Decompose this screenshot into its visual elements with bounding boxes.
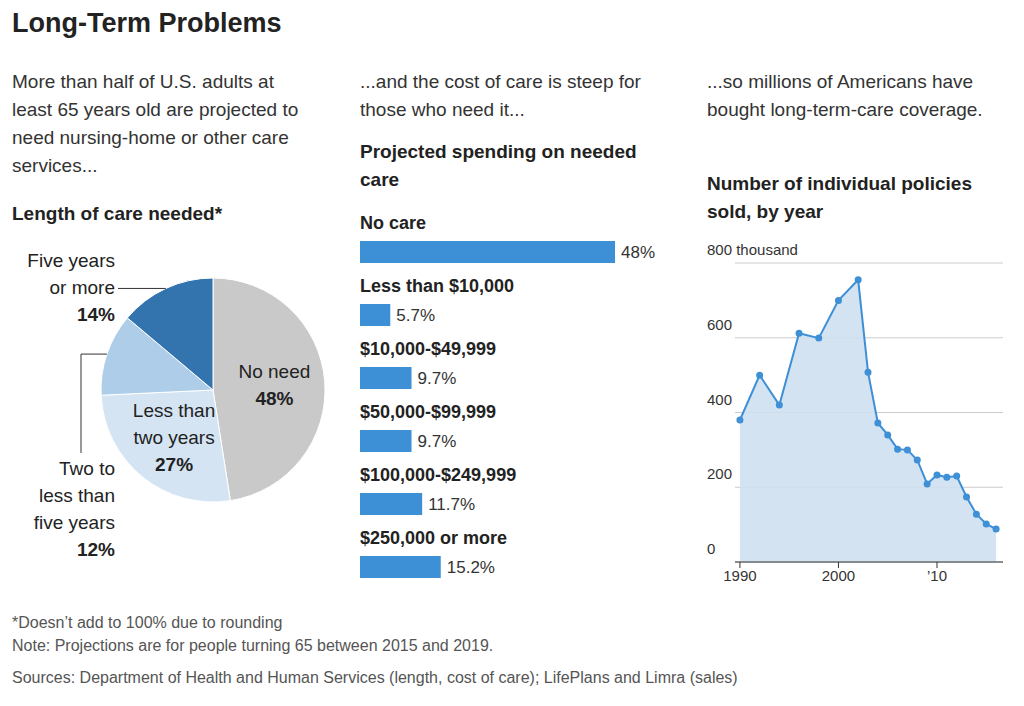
svg-text:9.7%: 9.7% [418, 432, 457, 451]
svg-text:2000: 2000 [822, 567, 855, 584]
svg-text:Less thantwo years27%: Less thantwo years27% [133, 400, 215, 475]
html-text:Number of individual policies: Number of individual policies sold, by y… [707, 173, 972, 222]
svg-text:800 thousand: 800 thousand [707, 241, 798, 258]
svg-text:$100,000-$249,999: $100,000-$249,999 [360, 465, 516, 485]
svg-text:200: 200 [707, 465, 732, 482]
svg-text:1990: 1990 [723, 567, 756, 584]
svg-text:9.7%: 9.7% [418, 369, 457, 388]
svg-text:$250,000 or more: $250,000 or more [360, 528, 507, 548]
svg-text:11.7%: 11.7% [428, 495, 475, 514]
svg-text:No need48%: No need48% [238, 361, 310, 409]
html-text:Length of care needed*: Length of care needed* [12, 203, 223, 224]
svg-text:$10,000-$49,999: $10,000-$49,999 [360, 339, 496, 359]
svg-text:Five yearsor more14%: Five yearsor more14% [27, 250, 115, 325]
svg-text:15.2%: 15.2% [447, 558, 495, 577]
svg-text:48%: 48% [621, 243, 655, 262]
html-text:Sources: Department of Health: Sources: Department of Health and Human … [12, 669, 738, 686]
html-text:Projected spending on needed c: Projected spending on needed care [360, 141, 637, 190]
svg-text:No care: No care [360, 213, 426, 233]
html-text:More than half of U.S. adults: More than half of U.S. adults at least 6… [12, 71, 299, 176]
svg-text:5.7%: 5.7% [396, 306, 435, 325]
svg-text:400: 400 [707, 391, 732, 408]
svg-text:600: 600 [707, 316, 732, 333]
svg-text:$50,000-$99,999: $50,000-$99,999 [360, 402, 496, 422]
svg-text:Two toless thanfive years12%: Two toless thanfive years12% [34, 458, 115, 560]
html-text:Note: Projections are for peop: Note: Projections are for people turning… [12, 637, 494, 654]
html-text:Long-Term Problems: Long-Term Problems [12, 8, 282, 38]
html-text:*Doesn’t add to 100% due to ro: *Doesn’t add to 100% due to rounding [12, 614, 283, 631]
svg-text:Less than $10,000: Less than $10,000 [360, 276, 514, 296]
html-text:...and the cost of care is ste: ...and the cost of care is steep for tho… [360, 71, 641, 120]
html-text:...so millions of Americans ha: ...so millions of Americans have bought … [707, 71, 983, 120]
svg-text:0: 0 [707, 540, 715, 557]
svg-text:’10: ’10 [927, 567, 947, 584]
